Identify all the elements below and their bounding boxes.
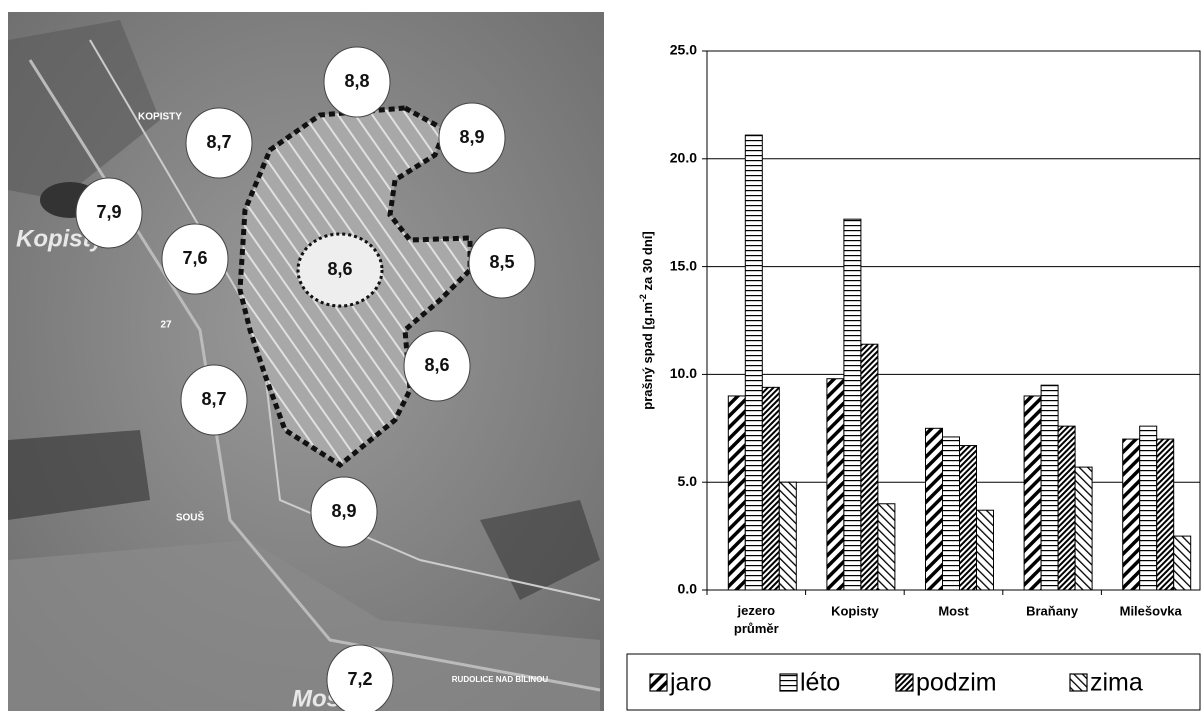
y-tick-label: 10.0 bbox=[670, 365, 697, 381]
bar bbox=[926, 428, 943, 590]
x-tick-label: Most bbox=[938, 603, 969, 618]
map-value-label: 8,9 bbox=[331, 501, 356, 521]
map-value-label: 8,6 bbox=[424, 355, 449, 375]
map-value-label: 7,9 bbox=[96, 202, 121, 222]
bar bbox=[779, 482, 796, 590]
x-tick-label: Kopisty bbox=[831, 603, 879, 618]
bar bbox=[1140, 426, 1157, 590]
legend-label: podzim bbox=[916, 669, 997, 697]
bar bbox=[827, 379, 844, 590]
bar bbox=[1174, 536, 1191, 590]
map-value-label: 8,7 bbox=[201, 389, 226, 409]
bar bbox=[762, 387, 779, 590]
bar bbox=[960, 446, 977, 590]
y-tick-label: 25.0 bbox=[670, 42, 697, 58]
bar bbox=[1041, 385, 1058, 590]
legend-swatch bbox=[780, 674, 797, 691]
plot: 0.0 5.0 10.0 15.0 20.0 25.0 prašný spad [g.m-2… bbox=[638, 42, 1200, 637]
y-tick-label: 5.0 bbox=[678, 473, 698, 489]
x-tick-label: Braňany bbox=[1026, 603, 1079, 618]
bar bbox=[1123, 439, 1140, 590]
legend-label: zima bbox=[1090, 669, 1143, 697]
y-axis-title-part: za 30 dní] bbox=[640, 231, 655, 294]
bar bbox=[745, 135, 762, 590]
legend-swatch bbox=[650, 674, 667, 691]
bar bbox=[861, 344, 878, 590]
map-value-label: 8,9 bbox=[459, 127, 484, 147]
bar bbox=[1024, 396, 1041, 590]
y-tick-label: 15.0 bbox=[670, 257, 697, 273]
legend-label: léto bbox=[800, 669, 840, 697]
bar bbox=[977, 510, 994, 590]
y-tick-label: 0.0 bbox=[678, 581, 698, 597]
legend-swatch bbox=[896, 674, 913, 691]
legend-label: jaro bbox=[669, 669, 712, 697]
y-axis-title: prašný spad [g.m-2 za 30 dní] bbox=[638, 231, 655, 410]
map-value-label: 7,6 bbox=[182, 248, 207, 268]
bar bbox=[1157, 439, 1174, 590]
page: KOPISTY 27 SOUŠ RUDOLICE NAD BÍLINOU Kopisty… bbox=[0, 0, 1202, 711]
legend-swatch bbox=[1070, 674, 1087, 691]
map-value-label: 8,6 bbox=[327, 259, 352, 279]
bar bbox=[844, 219, 861, 590]
bar bbox=[1075, 467, 1092, 590]
x-tick-label: Milešovka bbox=[1120, 603, 1183, 618]
y-axis-title-part: prašný spad [g.m bbox=[640, 302, 655, 410]
map-small-label: SOUŠ bbox=[176, 511, 205, 524]
map-value-label: 8,5 bbox=[489, 252, 514, 272]
y-axis-title-part: -2 bbox=[638, 294, 648, 302]
map-small-label: RUDOLICE NAD BÍLINOU bbox=[452, 675, 549, 684]
map-value-label: 8,8 bbox=[344, 71, 369, 91]
bar bbox=[878, 504, 895, 590]
bar bbox=[728, 396, 745, 590]
map-value-label: 8,7 bbox=[206, 132, 231, 152]
map-value-label: 7,2 bbox=[347, 669, 372, 689]
map-small-label: KOPISTY bbox=[138, 112, 182, 123]
map-small-label: 27 bbox=[160, 320, 172, 331]
y-tick-label: 20.0 bbox=[670, 150, 697, 166]
bar bbox=[1058, 426, 1075, 590]
bar bbox=[943, 437, 960, 590]
